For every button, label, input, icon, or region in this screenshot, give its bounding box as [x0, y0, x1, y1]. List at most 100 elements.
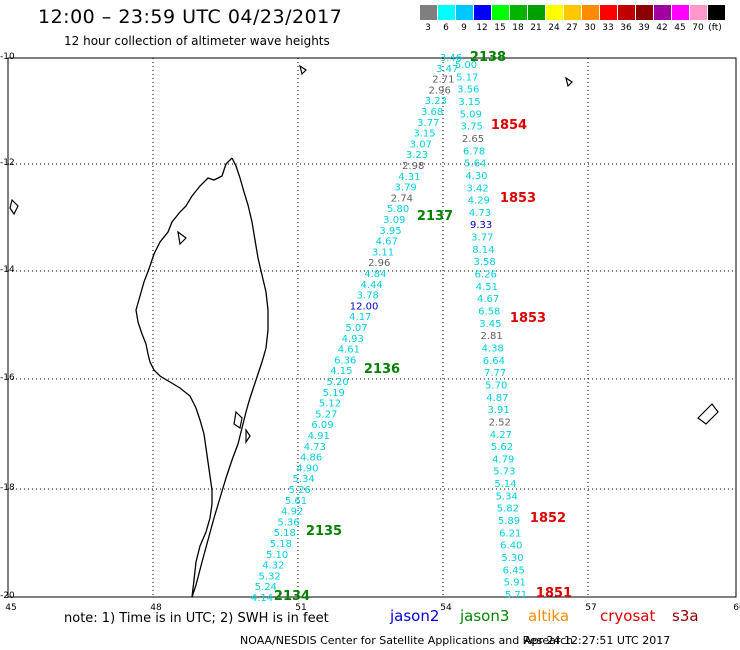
- wave-height-value: 5.14: [494, 479, 516, 490]
- wave-height-value: 6.36: [334, 355, 356, 366]
- wave-height-value: 4.93: [342, 334, 364, 345]
- pass-time-labels: 2138 2137 2136 2135 2134 1854 1853 1853 1852 1851: [274, 50, 572, 604]
- scale-swatch: [618, 5, 635, 20]
- wave-height-value: 5.89: [498, 516, 520, 527]
- scale-swatch: [474, 5, 491, 20]
- wave-height-value: 3.15: [458, 97, 480, 108]
- wave-height-value: 5.19: [323, 388, 345, 399]
- wave-height-value: 5.20: [326, 377, 348, 388]
- wave-height-value: 5.10: [266, 550, 288, 561]
- scale-swatch: [456, 5, 473, 20]
- wave-height-value: 3.75: [461, 122, 483, 133]
- wave-height-value: 3.79: [394, 183, 416, 194]
- wave-height-value: 6.78: [463, 146, 485, 157]
- coastline-islet: [299, 64, 307, 76]
- wave-height-value: 2.98: [402, 161, 424, 172]
- wave-height-value: 5.82: [497, 504, 519, 515]
- latitude-tick-label: -18: [0, 483, 15, 493]
- scale-label: 36: [620, 23, 632, 33]
- scale-label: 27: [566, 23, 578, 33]
- wave-height-value: 2.74: [391, 193, 413, 204]
- latitude-tick-label: -14: [0, 265, 15, 275]
- wave-height-value: 7.77: [484, 368, 506, 379]
- wave-height-value: 4.15: [330, 366, 352, 377]
- wave-height-value: 5.61: [285, 496, 307, 507]
- coastline-islet: [233, 410, 243, 429]
- wave-height-value: 3.11: [372, 247, 394, 258]
- wave-height-value: 5.71: [505, 590, 527, 601]
- scale-swatch: [546, 5, 563, 20]
- wave-height-value: 5.18: [274, 528, 296, 539]
- wave-height-value: 5.73: [493, 467, 515, 478]
- wave-height-value: 5.07: [345, 323, 367, 334]
- wave-height-value: 3.77: [417, 118, 439, 129]
- latitude-tick-label: -10: [0, 52, 15, 62]
- wave-height-value: 3.95: [379, 226, 401, 237]
- longitude-tick-label: 60: [733, 603, 740, 613]
- wave-height-value: 5.27: [315, 409, 337, 420]
- wave-height-value: 4.73: [469, 208, 491, 219]
- longitude-tick-label: 54: [440, 603, 452, 613]
- wave-height-value: 4.92: [281, 507, 303, 518]
- pass-time-label: 2134: [274, 589, 310, 604]
- wave-height-value: 6.58: [478, 307, 500, 318]
- scale-swatch: [690, 5, 707, 20]
- pass-time-label: 2136: [364, 362, 400, 377]
- pass-time-label: 1854: [491, 118, 527, 133]
- wave-height-value: 4.27: [490, 430, 512, 441]
- scale-swatch: [510, 5, 527, 20]
- wave-height-value: 4.51: [476, 282, 498, 293]
- longitude-tick-label: 57: [585, 603, 597, 613]
- wave-height-value: 4.32: [262, 561, 284, 572]
- latitude-tick-label: -16: [0, 373, 15, 383]
- latitude-tick-label: -12: [0, 158, 15, 168]
- wave-height-value: 2.52: [489, 417, 511, 428]
- scale-label: 9: [461, 23, 467, 33]
- wave-height-value: 4.73: [304, 442, 326, 453]
- wave-height-value: 6.45: [503, 565, 525, 576]
- scale-label: 6: [443, 23, 449, 33]
- credit-line: NOAA/NESDIS Center for Satellite Applica…: [240, 634, 574, 647]
- wave-height-value: 3.07: [410, 139, 432, 150]
- pass-time-label: 1851: [536, 586, 572, 601]
- wave-height-value: 4.38: [482, 344, 504, 355]
- wave-height-value: 5.64: [464, 159, 486, 170]
- wave-height-value: 5.12: [319, 399, 341, 410]
- scale-swatch: [654, 5, 671, 20]
- scale-unit: (ft): [708, 23, 722, 33]
- wave-height-value: 6.21: [499, 528, 521, 539]
- wave-height-value: 6.64: [483, 356, 505, 367]
- wave-height-value: 3.09: [383, 215, 405, 226]
- scale-swatch: [492, 5, 509, 20]
- wave-height-value: 4.31: [398, 172, 420, 183]
- scale-swatch: [582, 5, 599, 20]
- wave-height-value: 4.14: [251, 593, 273, 604]
- scale-swatch: [600, 5, 617, 20]
- wave-height-value: 9.33: [470, 220, 492, 231]
- wave-height-value: 2.65: [462, 134, 484, 145]
- scale-label: 21: [530, 23, 542, 33]
- wave-height-value: 4.30: [465, 171, 487, 182]
- wave-height-value: 5.32: [258, 571, 280, 582]
- wave-height-value: 12.00: [350, 301, 379, 312]
- wave-height-value: 5.91: [504, 578, 526, 589]
- scale-label: 45: [674, 23, 686, 33]
- wave-height-value: 5.62: [491, 442, 513, 453]
- wave-height-value: 2.81: [480, 331, 502, 342]
- wave-height-value: 4.44: [360, 280, 382, 291]
- wave-height-value: 4.84: [364, 269, 386, 280]
- chart-subtitle: 12 hour collection of altimeter wave hei…: [64, 34, 330, 48]
- lat-lon-grid: [8, 58, 736, 597]
- wave-height-value: 3.77: [471, 233, 493, 244]
- coastline-islet: [565, 76, 573, 88]
- wave-height-value: 4.67: [376, 237, 398, 248]
- wave-height-value: 3.23: [406, 150, 428, 161]
- wave-height-value: 4.61: [338, 345, 360, 356]
- mission-label: s3a: [672, 607, 699, 625]
- coastline-islet: [245, 428, 251, 444]
- wave-height-value: 6.26: [475, 270, 497, 281]
- map-frame: [7, 57, 737, 598]
- wave-height-value: 5.80: [387, 204, 409, 215]
- wave-height-value: 3.58: [473, 257, 495, 268]
